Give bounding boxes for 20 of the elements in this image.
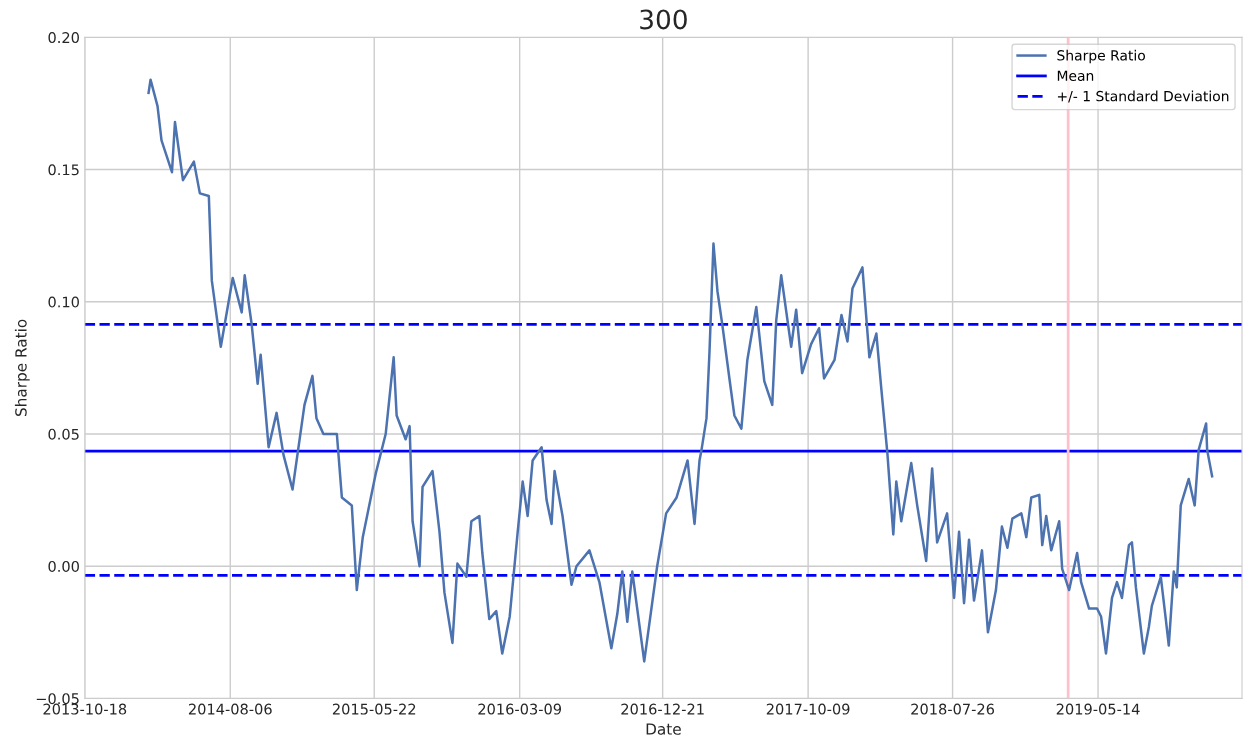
x-tick-label: 2019-05-14 <box>1056 703 1140 715</box>
y-tick-label: −0.05 <box>36 693 79 705</box>
legend-label: Sharpe Ratio <box>1057 49 1145 64</box>
x-axis-title: Date <box>646 723 681 735</box>
x-tick-label: 2016-03-09 <box>478 703 562 715</box>
x-tick-label: 2016-12-21 <box>621 703 704 715</box>
legend-label: Mean <box>1057 70 1094 81</box>
x-tick-label: 2014-08-06 <box>188 703 272 715</box>
y-tick-label: 0.00 <box>48 560 79 572</box>
y-tick-label: 0.15 <box>48 164 79 176</box>
x-tick-label: 2015-05-22 <box>332 703 416 715</box>
y-tick-label: 0.20 <box>48 32 79 44</box>
x-tick-label: 2018-07-26 <box>911 703 995 715</box>
y-tick-label: 0.10 <box>48 296 79 308</box>
y-axis-title: Sharpe Ratio <box>14 319 30 416</box>
chart-title: 300 <box>640 9 687 30</box>
x-tick-label: 2017-10-09 <box>766 703 850 715</box>
y-tick-label: 0.05 <box>48 428 79 440</box>
legend-label: +/- 1 Standard Deviation <box>1057 90 1229 103</box>
x-tick-label: 2013-10-18 <box>43 703 127 715</box>
